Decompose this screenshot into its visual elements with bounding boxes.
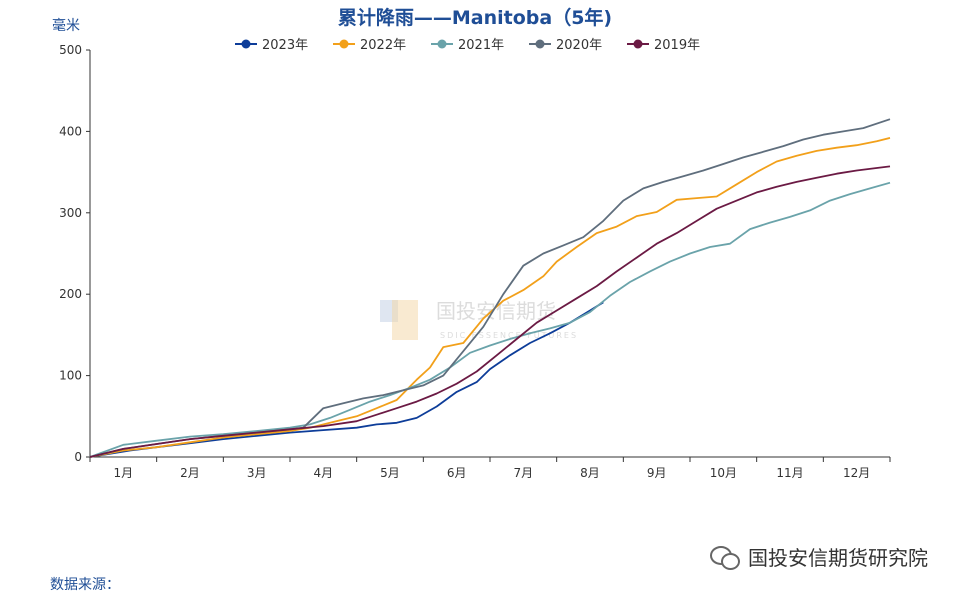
- wechat-icon: [710, 544, 740, 570]
- watermark-logo-bar: [392, 300, 418, 340]
- y-tick-label: 200: [59, 287, 82, 301]
- series-line-2023年: [89, 301, 604, 458]
- legend-label: 2020年: [556, 38, 602, 53]
- legend-marker: [633, 39, 643, 49]
- y-tick-label: 500: [59, 43, 82, 57]
- y-tick-label: 400: [59, 124, 82, 138]
- x-tick-label: 3月: [247, 466, 267, 480]
- x-tick-label: 5月: [380, 466, 400, 480]
- y-tick-label: 100: [59, 369, 82, 383]
- x-tick-label: 12月: [843, 466, 870, 480]
- watermark: 国投安信期货 SDIC ESSENCE FUTURES: [380, 299, 578, 340]
- legend-label: 2022年: [360, 38, 406, 53]
- axes: 0 100 200 300 400 500 1月 2月 3月 4月 5月 6月 7月 8月 9月 10月 11月…: [59, 43, 891, 480]
- legend-label: 2023年: [262, 38, 308, 53]
- legend: 2023年 2022年 2021年 2020年 2019年: [235, 38, 700, 53]
- x-tick-label: 10月: [710, 466, 737, 480]
- series-line-2020年: [89, 118, 891, 458]
- y-tick-label: 0: [74, 450, 82, 464]
- y-axis-label: 毫米: [52, 17, 80, 34]
- y-tick-label: 300: [59, 206, 82, 220]
- legend-label: 2019年: [654, 38, 700, 53]
- data-source-label: 数据来源：: [50, 577, 120, 593]
- x-tick-label: 6月: [447, 466, 467, 480]
- x-tick-label: 11月: [776, 466, 803, 480]
- series-line-2019年: [89, 165, 891, 458]
- series-line-2022年: [89, 137, 891, 458]
- x-tick-label: 7月: [514, 466, 534, 480]
- chart-title: 累计降雨——Manitoba（5年): [338, 6, 612, 29]
- legend-marker: [241, 39, 251, 49]
- series-line-2021年: [89, 181, 891, 458]
- x-tick-label: 4月: [314, 466, 334, 480]
- watermark-text-cn: 国投安信期货: [436, 299, 556, 323]
- x-tick-label: 1月: [114, 466, 134, 480]
- watermark-text-en: SDIC ESSENCE FUTURES: [440, 331, 578, 340]
- brand-footer: 国投安信期货研究院: [710, 542, 928, 571]
- x-tick-label: 8月: [580, 466, 600, 480]
- legend-marker: [535, 39, 545, 49]
- legend-marker: [339, 39, 349, 49]
- x-tick-label: 2月: [180, 466, 200, 480]
- x-tick-label: 9月: [647, 466, 667, 480]
- brand-name: 国投安信期货研究院: [748, 546, 928, 570]
- series-layer: [89, 118, 891, 458]
- legend-label: 2021年: [458, 38, 504, 53]
- legend-marker: [437, 39, 447, 49]
